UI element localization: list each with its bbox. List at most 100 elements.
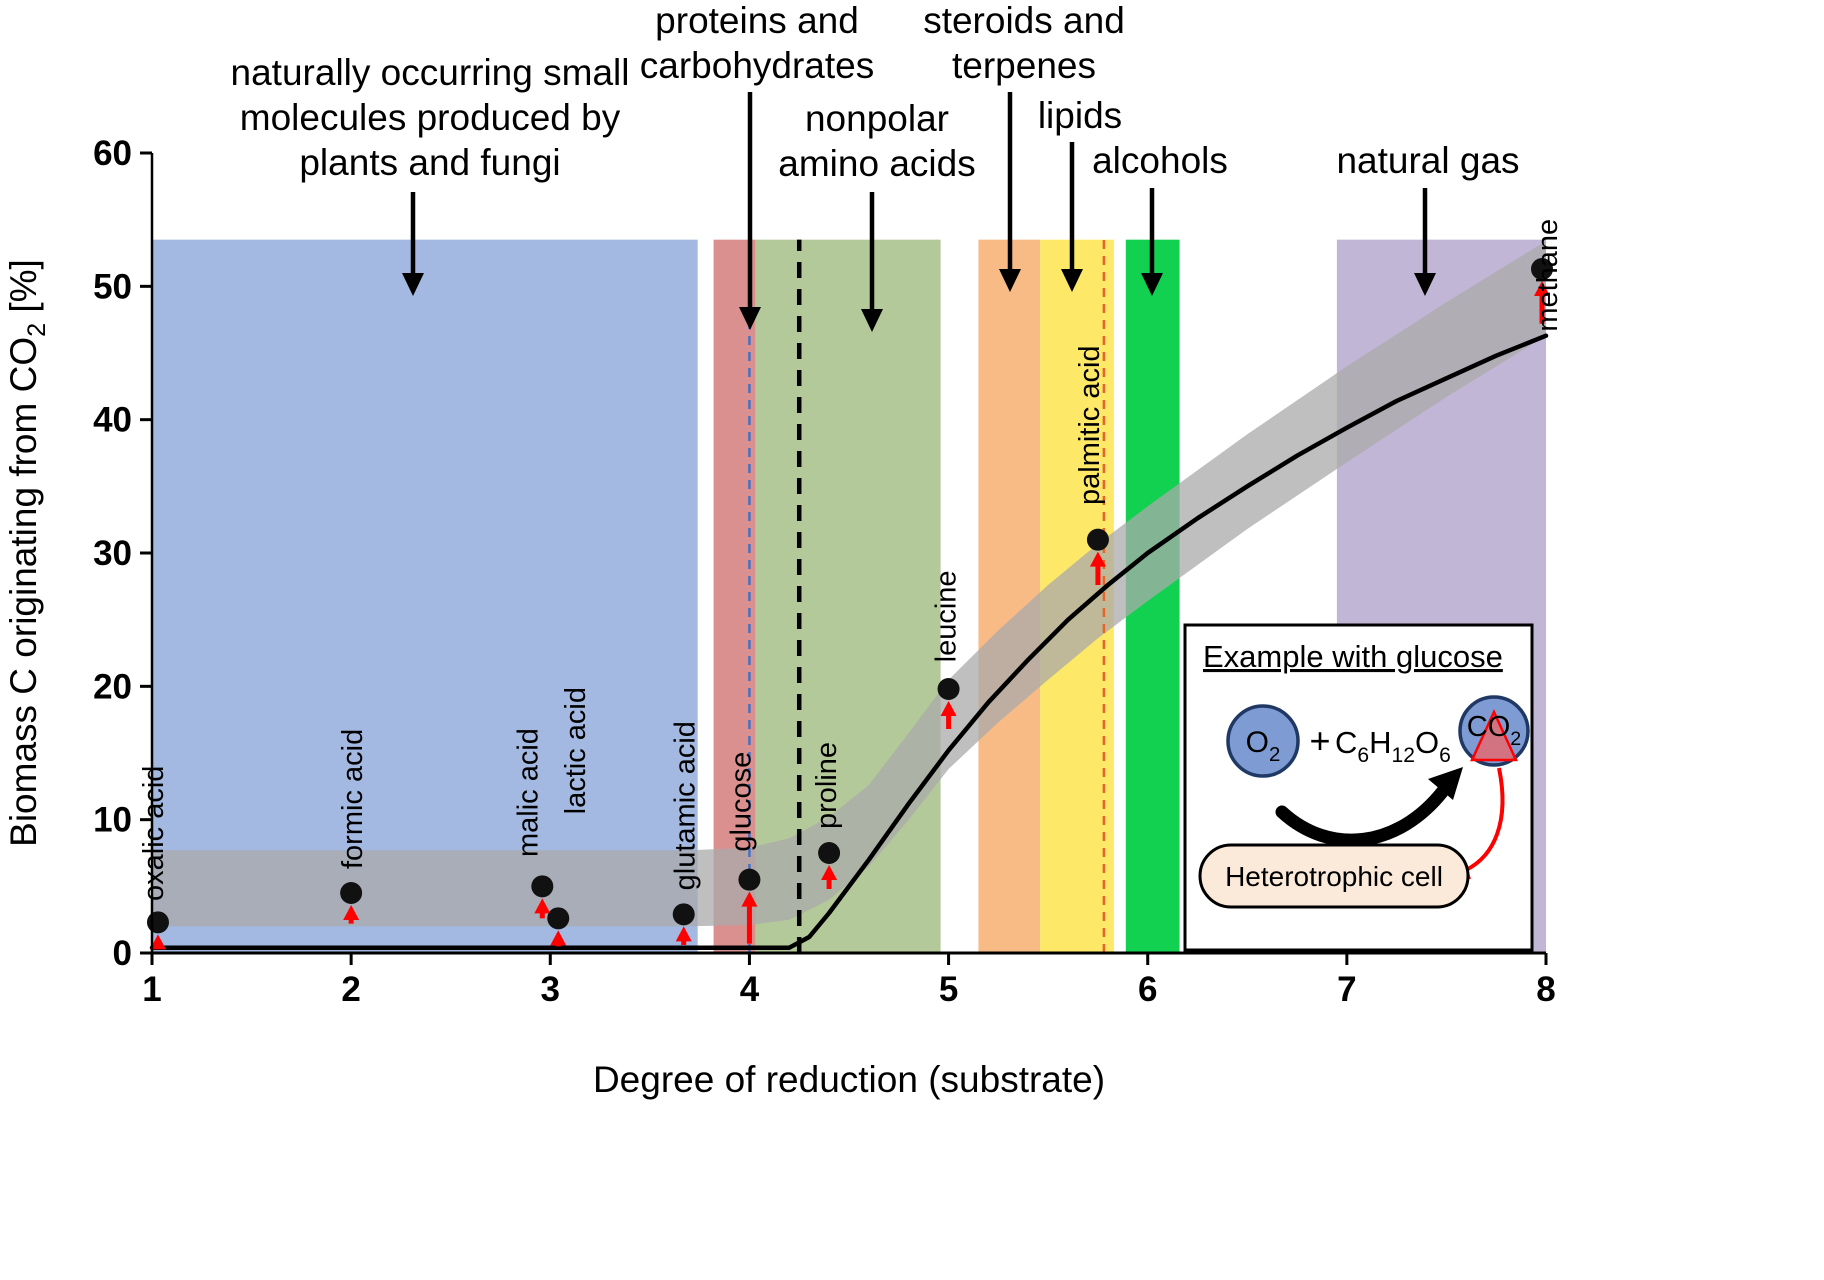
region-plants-and-fungi	[152, 239, 698, 953]
point-arrow-head	[821, 865, 838, 880]
inset-title: Example with glucose	[1203, 639, 1503, 674]
y-tick-label: 0	[113, 934, 132, 973]
annotation-line: terpenes	[952, 45, 1096, 86]
region-steroids-and-terpenes	[978, 239, 1041, 953]
data-point	[1086, 528, 1109, 551]
o2-circle	[1226, 704, 1300, 778]
o2-label: O2	[1246, 726, 1281, 766]
x-tick-label: 8	[1536, 970, 1555, 1009]
axes-layer: 1 2 3 4 5 6 7 8 0 10 20 30 40 50 60 Biomass C originati…	[3, 134, 1556, 1009]
point-group-oxalic-acid: oxalic acid	[138, 766, 170, 950]
y-tick-label: 20	[93, 667, 132, 706]
heterotrophic-cell-label: Heterotrophic cell	[1225, 861, 1443, 892]
annotation-line: nonpolar	[805, 98, 949, 139]
annotation-line: amino acids	[778, 143, 975, 184]
point-group-proline: proline	[811, 742, 843, 889]
point-group-methane: methane	[1531, 219, 1564, 332]
point-label: proline	[811, 742, 843, 829]
glucose-formula: C6H12O6	[1335, 725, 1451, 767]
point-arrow-head	[675, 926, 692, 942]
model-curve	[149, 333, 1549, 950]
data-point	[1531, 258, 1554, 280]
point-group-glucose: glucose	[725, 752, 761, 944]
data-point	[340, 882, 363, 904]
alcohols-label: alcohols	[1092, 140, 1228, 296]
co2-to-cell-arrow	[1465, 767, 1505, 872]
annotation-line: plants and fungi	[299, 142, 560, 183]
point-label: leucine	[931, 570, 963, 662]
annotation-line: natural gas	[1336, 140, 1519, 181]
data-point	[818, 842, 841, 864]
x-tick-label: 4	[740, 970, 760, 1009]
point-arrow-head	[149, 934, 166, 950]
annotation-arrow-head	[1414, 273, 1436, 296]
x-tick-label: 6	[1138, 970, 1157, 1009]
point-label: malic acid	[512, 728, 544, 857]
point-label: glucose	[725, 752, 757, 852]
inset-example: Example with glucose O2 + C6H12O6 CO2 Heterot…	[1183, 623, 1534, 952]
point-group-lactic-acid: lactic acid	[547, 687, 592, 947]
annotation-line: proteins and	[655, 0, 859, 41]
data-point	[146, 911, 169, 934]
x-tick-label: 7	[1337, 970, 1356, 1009]
co2-label: CO2	[1467, 711, 1521, 750]
point-arrow-head	[550, 930, 567, 946]
annotation-arrow-head	[402, 273, 424, 296]
point-arrow-head	[1534, 281, 1551, 296]
uncertainty-band	[152, 241, 1546, 927]
annotation-line: carbohydrates	[640, 45, 874, 86]
lipids-label: lipids	[1038, 95, 1122, 292]
point-group-glutamic-acid: glutamic acid	[670, 721, 702, 945]
point-arrow-head	[940, 701, 957, 716]
data-point	[937, 678, 960, 700]
point-label: methane	[1532, 219, 1564, 332]
annotation-line: lipids	[1038, 95, 1122, 136]
y-axis-title: Biomass C originating from CO2 [%]	[3, 259, 51, 847]
annotation-arrow-head	[1061, 269, 1083, 292]
x-tick-label: 5	[939, 970, 958, 1009]
point-label: lactic acid	[560, 687, 592, 814]
y-tick-label: 60	[93, 134, 132, 173]
labeled-carbon-triangle	[1470, 708, 1518, 762]
point-label: palmitic acid	[1074, 345, 1106, 505]
point-arrow-head	[343, 905, 360, 920]
annotation-line: alcohols	[1092, 140, 1228, 181]
x-tick-label: 2	[341, 970, 360, 1009]
data-point	[547, 907, 570, 930]
plus-sign: +	[1309, 720, 1330, 761]
point-arrow-head	[1089, 551, 1106, 567]
annotation-arrow-head	[999, 269, 1021, 292]
point-group-malic-acid: malic acid	[512, 728, 554, 919]
data-point	[672, 903, 695, 926]
consumption-arrow	[1275, 784, 1450, 847]
point-group-formic-acid: formic acid	[337, 729, 369, 924]
heterotrophic-cell-shape	[1198, 843, 1470, 909]
point-label: oxalic acid	[138, 766, 170, 901]
x-axis-title: Degree of reduction (substrate)	[593, 1059, 1105, 1100]
x-tick-label: 3	[541, 970, 560, 1009]
annotation-arrow-head	[861, 309, 883, 332]
data-point	[531, 875, 554, 898]
annotation-arrow-head	[739, 307, 761, 330]
point-label: glutamic acid	[670, 721, 702, 890]
annotation-line: steroids and	[923, 0, 1125, 41]
consumption-arrow-head	[1428, 767, 1463, 800]
point-group-leucine: leucine	[931, 570, 963, 729]
y-tick-label: 50	[93, 267, 132, 306]
y-tick-label: 40	[93, 401, 132, 440]
data-point	[738, 868, 761, 891]
point-group-palmitic-acid: palmitic acid	[1074, 345, 1109, 585]
y-tick-label: 10	[93, 801, 132, 840]
y-tick-label: 30	[93, 534, 132, 573]
point-arrow-head	[741, 891, 758, 907]
annotation-line: molecules produced by	[240, 97, 621, 138]
natural-gas-label: natural gas	[1336, 140, 1520, 296]
annotation-arrow-head	[1141, 273, 1163, 296]
annotation-line: naturally occurring small	[231, 52, 630, 93]
